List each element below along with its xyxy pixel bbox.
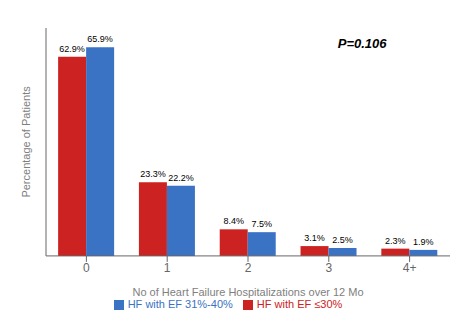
svg-text:1: 1 [164, 261, 171, 275]
svg-text:8.4%: 8.4% [223, 216, 244, 226]
svg-text:2: 2 [245, 261, 252, 275]
svg-text:Percentage of Patients: Percentage of Patients [20, 86, 32, 198]
svg-text:23.3%: 23.3% [140, 169, 166, 179]
html-text:HF with EF ≤30%: HF with EF ≤30% [256, 297, 343, 310]
svg-text:No of Heart Failure Hospitaliz: No of Heart Failure Hospitalizations ove… [132, 286, 363, 298]
svg-text:1.9%: 1.9% [413, 237, 434, 247]
svg-text:7.5%: 7.5% [251, 219, 272, 229]
svg-text:3: 3 [325, 261, 332, 275]
svg-text:2.5%: 2.5% [332, 235, 353, 245]
svg-text:65.9%: 65.9% [87, 34, 113, 44]
svg-text:4+: 4+ [403, 261, 417, 275]
html-text:HF with EF 31%-40%: HF with EF 31%-40% [127, 297, 233, 310]
svg-text:22.2%: 22.2% [168, 173, 194, 183]
svg-text:2.3%: 2.3% [385, 236, 406, 246]
html-text:P=0.106: P=0.106 [337, 36, 387, 51]
svg-text:3.1%: 3.1% [304, 233, 325, 243]
svg-text:0: 0 [83, 261, 90, 275]
svg-text:62.9%: 62.9% [59, 44, 85, 54]
